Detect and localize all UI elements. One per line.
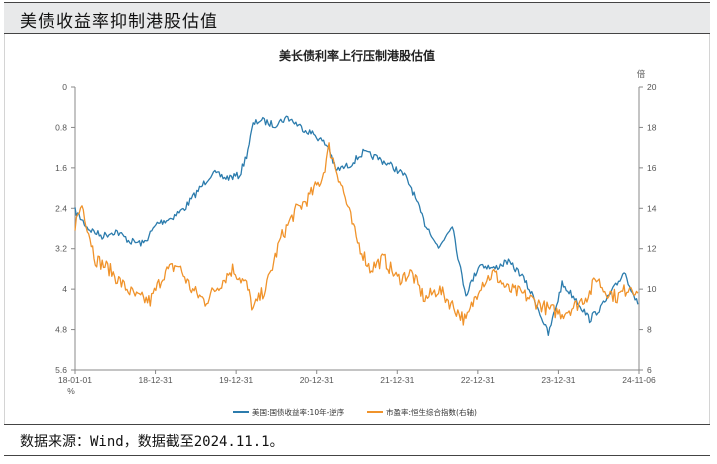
header-bar: 美债收益率抑制港股估值 [4,2,710,34]
right-tick-label: 16 [647,163,657,173]
right-tick-label: 14 [647,203,657,213]
left-tick-label: 2.4 [55,203,67,213]
legend-label-hs-pe: 市盈率:恒生综合指数(右轴) [386,407,477,417]
left-tick-label: 4 [62,284,67,294]
footer-bar: 数据来源：Wind，数据截至2024.11.1。 [4,424,710,456]
x-tick-label: 22-12-31 [461,375,495,385]
legend-label-us-yield: 美国:国债收益率:10年-逆序 [252,407,345,417]
left-tick-label: 0 [62,82,67,92]
right-tick-label: 6 [647,365,652,375]
right-axis-unit: 倍 [637,69,646,79]
left-tick-label: 3.2 [55,244,67,254]
right-tick-label: 12 [647,244,657,254]
x-tick-label: 21-12-31 [380,375,414,385]
chart: 美长债利率上行压制港股估值 0 0.8 1.6 2.4 3.2 4 4.8 5.6% 20 18 16… [55,48,657,417]
x-tick-label: 18-12-31 [139,375,173,385]
x-tick-label: 20-12-31 [300,375,334,385]
series-line-us-yield [74,115,639,337]
x-tick-label: 18-01-01 [58,375,92,385]
right-tick-label: 8 [647,325,652,335]
right-tick-label: 10 [647,284,657,294]
right-tick-label: 18 [647,122,657,132]
right-tick-label: 20 [647,82,657,92]
series-line-hs-pe [74,142,639,326]
left-axis-unit: % [67,386,75,396]
left-tick-label: 4.8 [55,325,67,335]
header-title: 美债收益率抑制港股估值 [20,12,218,32]
x-tick-label: 19-12-31 [219,375,253,385]
x-tick-label: 23-12-31 [541,375,575,385]
chart-panel: 美长债利率上行压制港股估值 0 0.8 1.6 2.4 3.2 4 4.8 5.6% 20 18 16… [4,34,710,424]
chart-title: 美长债利率上行压制港股估值 [279,48,435,63]
source-note: 数据来源：Wind，数据截至2024.11.1。 [20,434,284,450]
x-tick-label: 24-11-06 [622,375,656,385]
left-tick-label: 1.6 [55,163,67,173]
left-tick-label: 0.8 [55,122,67,132]
left-tick-label: 5.6 [55,365,67,375]
